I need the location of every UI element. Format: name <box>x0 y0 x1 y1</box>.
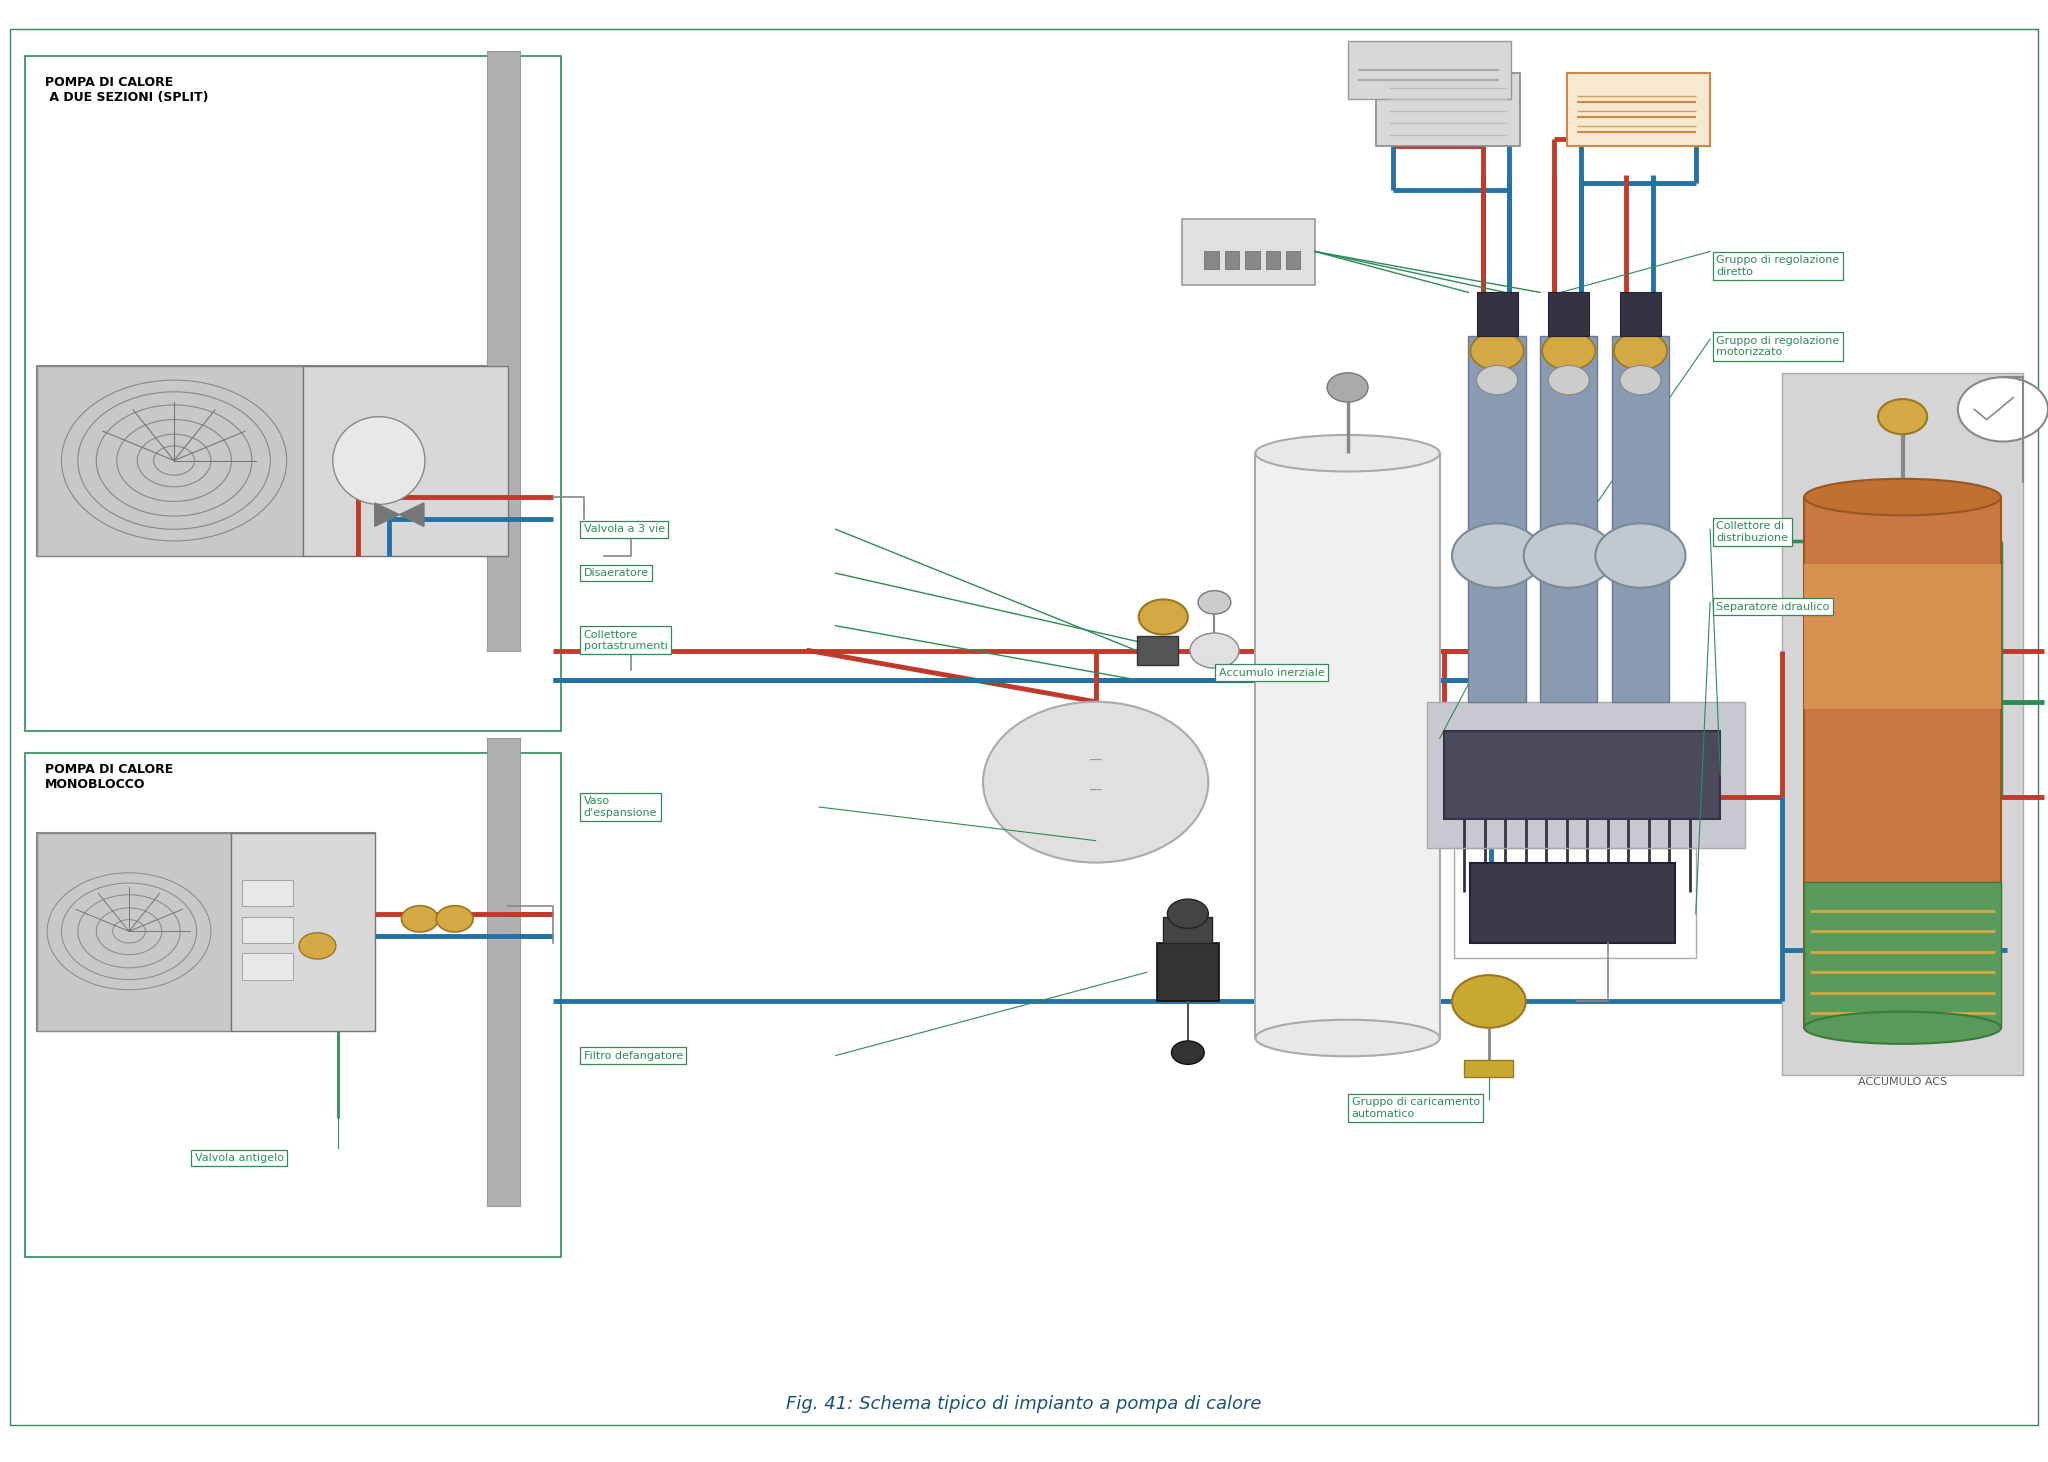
FancyBboxPatch shape <box>1427 702 1745 848</box>
Circle shape <box>1595 523 1686 588</box>
FancyBboxPatch shape <box>1255 453 1440 1038</box>
FancyBboxPatch shape <box>1620 292 1661 336</box>
Circle shape <box>1327 373 1368 402</box>
Text: Filtro defangatore: Filtro defangatore <box>584 1051 682 1060</box>
FancyBboxPatch shape <box>242 917 293 943</box>
Text: ━━━: ━━━ <box>1090 787 1102 792</box>
Circle shape <box>1542 332 1595 370</box>
Text: POMPA DI CALORE
 A DUE SEZIONI (SPLIT): POMPA DI CALORE A DUE SEZIONI (SPLIT) <box>45 76 209 104</box>
Circle shape <box>1167 899 1208 928</box>
FancyBboxPatch shape <box>1444 731 1720 819</box>
Circle shape <box>1171 1041 1204 1064</box>
Ellipse shape <box>1255 1020 1440 1056</box>
FancyBboxPatch shape <box>1464 1060 1513 1077</box>
Circle shape <box>1452 975 1526 1028</box>
FancyBboxPatch shape <box>1204 251 1219 269</box>
Text: ACCUMULO ACS: ACCUMULO ACS <box>1858 1077 1948 1086</box>
Circle shape <box>1620 366 1661 395</box>
FancyBboxPatch shape <box>1804 882 2001 1028</box>
Text: Gruppo di regolazione
motorizzato: Gruppo di regolazione motorizzato <box>1716 336 1839 357</box>
Text: Collettore
portastrumenti: Collettore portastrumenti <box>584 630 668 651</box>
FancyBboxPatch shape <box>1157 943 1219 1001</box>
Text: Valvola a 3 vie: Valvola a 3 vie <box>584 525 666 534</box>
FancyBboxPatch shape <box>1266 251 1280 269</box>
FancyBboxPatch shape <box>1804 564 2001 709</box>
FancyBboxPatch shape <box>242 880 293 906</box>
Ellipse shape <box>332 417 426 504</box>
Text: POMPA DI CALORE
MONOBLOCCO: POMPA DI CALORE MONOBLOCCO <box>45 763 174 791</box>
FancyBboxPatch shape <box>1540 336 1597 702</box>
Circle shape <box>1139 599 1188 635</box>
FancyBboxPatch shape <box>1245 251 1260 269</box>
Text: Disaeratore: Disaeratore <box>584 569 649 577</box>
Circle shape <box>1878 399 1927 434</box>
FancyBboxPatch shape <box>1137 636 1178 665</box>
FancyBboxPatch shape <box>1612 336 1669 702</box>
Ellipse shape <box>1255 434 1440 471</box>
FancyBboxPatch shape <box>37 366 508 556</box>
FancyBboxPatch shape <box>25 56 561 731</box>
FancyBboxPatch shape <box>1782 373 2023 1075</box>
Circle shape <box>1524 523 1614 588</box>
Text: Fig. 41: Schema tipico di impianto a pompa di calore: Fig. 41: Schema tipico di impianto a pom… <box>786 1395 1262 1412</box>
FancyBboxPatch shape <box>1225 251 1239 269</box>
Ellipse shape <box>1804 480 2001 516</box>
Circle shape <box>436 905 473 933</box>
Circle shape <box>1477 366 1518 395</box>
FancyBboxPatch shape <box>25 753 561 1257</box>
FancyBboxPatch shape <box>1477 292 1518 336</box>
Circle shape <box>1452 523 1542 588</box>
FancyBboxPatch shape <box>303 366 508 556</box>
Circle shape <box>1190 633 1239 668</box>
FancyBboxPatch shape <box>1468 336 1526 702</box>
FancyBboxPatch shape <box>487 738 520 1206</box>
Circle shape <box>1958 377 2048 442</box>
Circle shape <box>1470 332 1524 370</box>
Polygon shape <box>375 503 399 526</box>
Circle shape <box>983 702 1208 863</box>
FancyBboxPatch shape <box>1548 292 1589 336</box>
Circle shape <box>299 933 336 959</box>
FancyBboxPatch shape <box>1376 73 1520 146</box>
FancyBboxPatch shape <box>487 51 520 651</box>
FancyBboxPatch shape <box>242 953 293 980</box>
Circle shape <box>401 905 438 933</box>
Circle shape <box>1548 366 1589 395</box>
Text: Gruppo di caricamento
automatico: Gruppo di caricamento automatico <box>1352 1098 1481 1118</box>
Text: ━━━: ━━━ <box>1090 757 1102 763</box>
Ellipse shape <box>1804 1012 2001 1044</box>
Text: Gruppo di regolazione
diretto: Gruppo di regolazione diretto <box>1716 256 1839 276</box>
Polygon shape <box>399 503 424 526</box>
Circle shape <box>1198 591 1231 614</box>
Text: Valvola antigelo: Valvola antigelo <box>195 1154 283 1162</box>
Circle shape <box>1614 332 1667 370</box>
FancyBboxPatch shape <box>37 366 303 556</box>
Text: Separatore idraulico: Separatore idraulico <box>1716 602 1829 611</box>
FancyBboxPatch shape <box>37 833 231 1031</box>
FancyBboxPatch shape <box>1470 863 1675 943</box>
FancyBboxPatch shape <box>1567 73 1710 146</box>
FancyBboxPatch shape <box>231 833 375 1031</box>
FancyBboxPatch shape <box>10 29 2038 1425</box>
Text: Collettore di
distribuzione: Collettore di distribuzione <box>1716 522 1788 542</box>
Text: Accumulo inerziale: Accumulo inerziale <box>1219 668 1325 677</box>
Text: Vaso
d'espansione: Vaso d'espansione <box>584 797 657 817</box>
FancyBboxPatch shape <box>1163 917 1212 943</box>
FancyBboxPatch shape <box>1286 251 1300 269</box>
FancyBboxPatch shape <box>1182 219 1315 285</box>
Polygon shape <box>1804 497 2001 1028</box>
FancyBboxPatch shape <box>37 833 375 1031</box>
FancyBboxPatch shape <box>1348 41 1511 99</box>
